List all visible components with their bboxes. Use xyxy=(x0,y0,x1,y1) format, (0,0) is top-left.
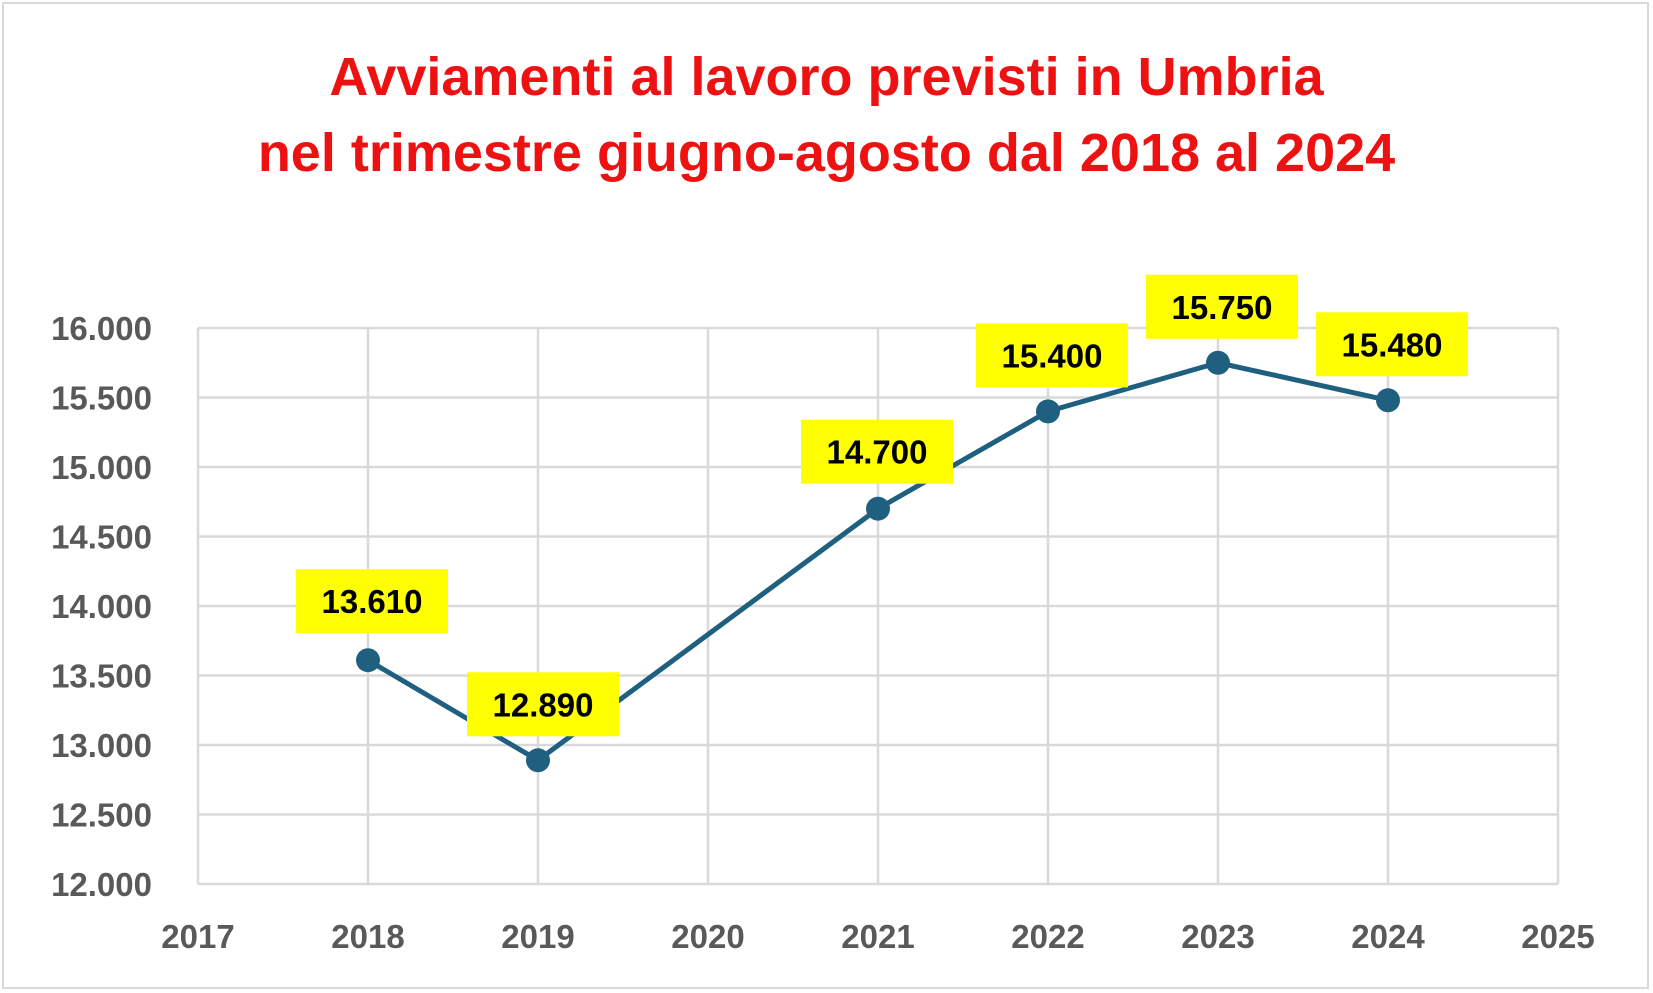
data-point xyxy=(356,648,380,673)
x-tick-label: 2017 xyxy=(161,918,234,955)
series-line xyxy=(366,360,1389,763)
data-label: 15.400 xyxy=(1002,337,1103,374)
x-tick-label: 2025 xyxy=(1521,918,1594,955)
y-tick-label: 13.000 xyxy=(51,727,152,764)
y-tick-label: 15.500 xyxy=(51,380,152,417)
data-label: 15.480 xyxy=(1342,326,1443,363)
data-label: 15.750 xyxy=(1172,289,1273,326)
y-tick-label: 13.500 xyxy=(51,658,152,695)
x-tick-label: 2019 xyxy=(501,918,574,955)
data-label-box xyxy=(467,672,619,737)
y-tick-label: 15.000 xyxy=(51,449,152,486)
data-label: 12.890 xyxy=(493,686,594,723)
x-tick-label: 2020 xyxy=(671,918,744,955)
x-tick-label: 2021 xyxy=(841,918,914,955)
y-tick-label: 14.500 xyxy=(51,519,152,556)
data-label: 13.610 xyxy=(322,583,423,620)
data-label-box xyxy=(1316,312,1468,377)
data-point xyxy=(1206,350,1230,375)
x-tick-label: 2023 xyxy=(1181,918,1254,955)
y-tick-label: 14.000 xyxy=(51,588,152,625)
data-label-box xyxy=(1146,274,1298,339)
chart-title-line-2: nel trimestre giugno-agosto dal 2018 al … xyxy=(257,123,1396,183)
x-tick-label: 2022 xyxy=(1011,918,1084,955)
data-label-box xyxy=(296,569,448,634)
y-tick-label: 12.500 xyxy=(51,797,152,834)
data-label-box xyxy=(801,419,953,484)
x-tick-label: 2018 xyxy=(331,918,404,955)
y-tick-label: 16.000 xyxy=(51,310,152,347)
data-point xyxy=(1376,388,1400,413)
data-label: 14.700 xyxy=(827,434,928,471)
data-point xyxy=(866,496,890,521)
data-point xyxy=(1036,399,1060,424)
data-label-box xyxy=(976,323,1128,388)
y-tick-label: 12.000 xyxy=(51,866,152,903)
data-point xyxy=(526,748,550,773)
chart-title-line-1: Avviamenti al lavoro previsti in Umbria xyxy=(329,47,1324,107)
x-tick-label: 2024 xyxy=(1351,918,1425,955)
